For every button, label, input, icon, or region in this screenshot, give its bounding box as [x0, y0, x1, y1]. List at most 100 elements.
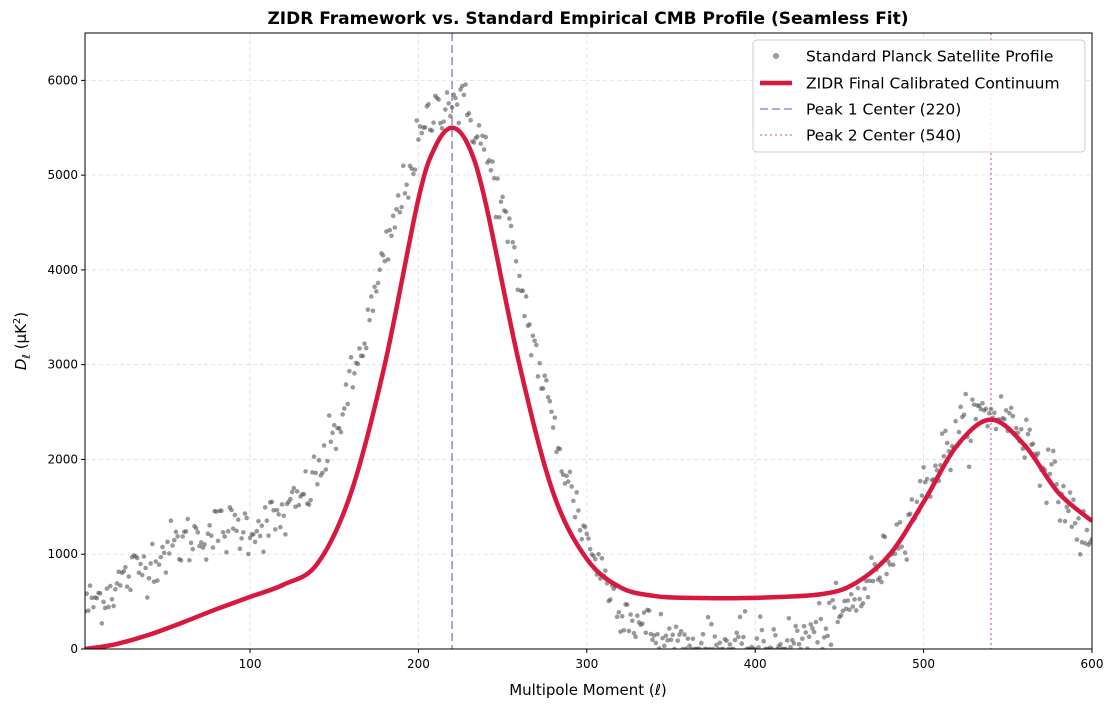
scatter-point — [608, 597, 613, 602]
scatter-point — [624, 602, 630, 607]
scatter-point — [897, 520, 903, 525]
scatter-point — [375, 280, 381, 286]
scatter-point — [296, 502, 302, 508]
scatter-point — [646, 608, 652, 613]
scatter-point — [540, 386, 546, 391]
scatter-point — [412, 167, 418, 172]
scatter-point — [683, 646, 689, 649]
scatter-point — [360, 353, 366, 359]
scatter-point — [476, 123, 482, 128]
x-tick-label: 500 — [912, 657, 935, 671]
scatter-point — [507, 216, 512, 221]
scatter-point — [264, 518, 270, 523]
scatter-point — [988, 406, 994, 412]
y-tick-label: 3000 — [47, 358, 78, 372]
scatter-point — [311, 454, 317, 460]
scatter-point — [650, 637, 655, 643]
y-tick-label: 4000 — [47, 263, 78, 277]
scatter-point — [699, 640, 704, 646]
scatter-point — [820, 646, 825, 649]
scatter-point — [599, 556, 605, 561]
scatter-point — [887, 562, 893, 567]
scatter-point — [252, 539, 258, 545]
scatter-point — [180, 534, 185, 539]
scatter-point — [288, 496, 293, 502]
scatter-point — [805, 646, 810, 649]
scatter-point — [109, 596, 115, 602]
x-tick-label: 400 — [744, 657, 767, 671]
scatter-point — [668, 637, 674, 643]
scatter-point — [705, 614, 711, 620]
scatter-point — [160, 544, 165, 550]
scatter-point — [919, 493, 925, 498]
scatter-point — [365, 307, 371, 312]
scatter-point — [269, 499, 275, 505]
scatter-point — [803, 630, 809, 635]
scatter-point — [670, 632, 675, 638]
y-tick-label: 0 — [70, 642, 78, 656]
scatter-point — [815, 640, 820, 645]
scatter-point — [562, 481, 568, 486]
scatter-point — [586, 536, 591, 541]
scatter-point — [399, 204, 404, 210]
scatter-point — [825, 633, 830, 639]
scatter-point — [175, 534, 180, 539]
scatter-point — [833, 580, 839, 586]
scatter-point — [193, 525, 199, 531]
scatter-point — [710, 646, 716, 649]
scatter-point — [463, 82, 468, 87]
scatter-point — [848, 591, 854, 597]
scatter-point — [114, 581, 120, 586]
scatter-point — [860, 601, 866, 606]
scatter-point — [584, 531, 590, 537]
scatter-point — [522, 313, 527, 319]
scatter-point — [262, 505, 268, 510]
scatter-point — [158, 554, 164, 560]
scatter-point — [968, 438, 974, 444]
scatter-point — [537, 360, 542, 366]
scatter-point — [862, 586, 867, 592]
scatter-point — [145, 595, 150, 600]
scatter-point — [348, 355, 354, 360]
scatter-point — [592, 556, 598, 562]
scatter-point — [953, 418, 958, 424]
scatter-point — [118, 583, 123, 588]
scatter-point — [257, 533, 263, 539]
scatter-point — [557, 446, 563, 452]
scatter-point — [205, 531, 211, 537]
scatter-point — [771, 627, 777, 632]
scatter-point — [998, 394, 1004, 399]
y-axis-label: Dℓ (μK2) — [12, 312, 33, 370]
y-tick-label: 5000 — [47, 168, 78, 182]
scatter-point — [443, 107, 448, 112]
scatter-point — [554, 449, 559, 455]
scatter-point — [171, 537, 177, 543]
scatter-point — [884, 571, 889, 577]
scatter-point — [251, 532, 256, 537]
scatter-point — [402, 191, 408, 196]
scatter-point — [513, 259, 519, 264]
scatter-point — [1024, 417, 1029, 422]
scatter-point — [724, 638, 729, 644]
scatter-point — [136, 570, 142, 576]
plot-frame — [84, 32, 1093, 650]
scatter-point — [303, 469, 308, 474]
scatter-point — [362, 341, 367, 346]
scatter-point — [271, 507, 276, 513]
scatter-point — [510, 239, 516, 245]
scatter-point — [549, 409, 554, 415]
scatter-point — [1030, 441, 1036, 447]
scatter-point — [111, 603, 116, 609]
scatter-point — [660, 635, 665, 641]
scatter-point — [488, 167, 494, 173]
scatter-point — [970, 397, 975, 402]
scatter-point — [326, 413, 332, 418]
scatter-point — [572, 514, 578, 520]
scatter-point — [342, 406, 347, 411]
scatter-point — [872, 562, 878, 567]
scatter-point — [446, 101, 452, 106]
scatter-point — [338, 429, 344, 435]
scatter-point — [567, 469, 573, 475]
scatter-point — [308, 497, 313, 503]
scatter-point — [406, 195, 411, 200]
